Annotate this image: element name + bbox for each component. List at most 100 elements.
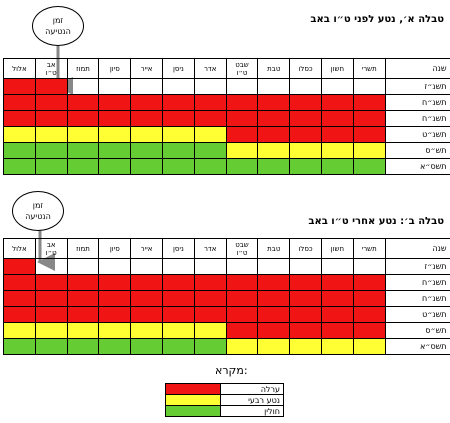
month-cell	[289, 126, 322, 143]
month-cell	[320, 126, 354, 143]
month-cell	[66, 322, 100, 339]
month-cell	[130, 126, 163, 143]
year-label: תשנ״ט	[384, 126, 450, 143]
month-cell	[130, 94, 163, 111]
month-cell	[225, 322, 259, 339]
year-row: תש״ס	[3, 142, 450, 159]
month-cell	[352, 126, 386, 143]
month-cell	[130, 322, 163, 339]
header-cell: שנה	[384, 58, 450, 79]
month-cell	[225, 78, 259, 95]
month-cell	[34, 158, 68, 175]
month-cell	[34, 94, 68, 111]
month-cell	[98, 142, 132, 159]
month-cell	[320, 110, 354, 127]
year-row: תשנ״ז	[3, 258, 450, 275]
table-title: טבלה א׳, נטע לפני ט״ו באב	[310, 14, 444, 25]
header-cell: אב ט״ו	[34, 238, 68, 259]
month-cell	[161, 338, 195, 355]
month-cell	[352, 258, 386, 275]
month-cell	[225, 306, 259, 323]
month-cell	[161, 126, 195, 143]
header-row: שנה תשרי חשון כסלו טבת שבט ט״ו אדר ניסן אייר סיון…	[3, 238, 450, 259]
month-cell	[225, 142, 259, 159]
legend: ערלה נטע רבעי חולין	[165, 383, 284, 417]
month-cell	[257, 78, 291, 95]
header-cell: תמוז	[66, 238, 100, 259]
year-label: תשנ״ח	[384, 290, 450, 307]
legend-label: חולין	[220, 405, 284, 417]
year-row: תש״ס	[3, 322, 450, 339]
month-cell	[352, 306, 386, 323]
month-cell	[98, 258, 132, 275]
month-cell	[352, 274, 386, 291]
month-cell	[320, 306, 354, 323]
header-cell: אדר	[193, 238, 227, 259]
month-cell	[130, 306, 163, 323]
month-cell	[320, 338, 354, 355]
month-cell	[193, 274, 227, 291]
month-cell	[34, 142, 68, 159]
year-row: תשנ״ט	[3, 306, 450, 323]
month-cell	[257, 126, 291, 143]
month-cell	[289, 78, 322, 95]
month-cell	[98, 110, 132, 127]
year-label: תשנ״ח	[384, 274, 450, 291]
header-cell: אייר	[130, 58, 163, 79]
month-cell	[161, 158, 195, 175]
month-cell	[98, 126, 132, 143]
header-cell: אב ט״ו	[34, 58, 68, 79]
year-label: תש״ס	[384, 142, 450, 159]
month-cell	[34, 306, 68, 323]
month-cell	[289, 110, 322, 127]
month-cell	[3, 110, 36, 127]
header-cell: תשרי	[352, 238, 386, 259]
month-cell	[34, 322, 68, 339]
legend-title: מקרא:	[215, 364, 248, 377]
header-cell: שנה	[384, 238, 450, 259]
year-label: תשנ״ח	[384, 110, 450, 127]
month-cell	[352, 322, 386, 339]
month-cell	[34, 110, 68, 127]
month-cell	[34, 126, 68, 143]
month-cell	[130, 258, 163, 275]
year-row: תשנ״ז	[3, 78, 450, 95]
month-cell	[34, 78, 68, 95]
month-cell	[193, 126, 227, 143]
month-cell	[3, 142, 36, 159]
year-row: תשס״א	[3, 158, 450, 175]
month-cell	[225, 158, 259, 175]
month-cell	[3, 338, 36, 355]
month-cell	[161, 142, 195, 159]
month-cell	[289, 94, 322, 111]
header-cell: תשרי	[352, 58, 386, 79]
month-cell	[193, 142, 227, 159]
month-cell	[193, 94, 227, 111]
month-cell	[3, 290, 36, 307]
month-cell	[193, 110, 227, 127]
month-cell	[66, 290, 100, 307]
header-cell: כסלו	[289, 238, 322, 259]
month-cell	[66, 126, 100, 143]
year-row: תשנ״ט	[3, 126, 450, 143]
month-cell	[130, 274, 163, 291]
month-cell	[320, 94, 354, 111]
month-cell	[289, 158, 322, 175]
header-cell: שבט ט״ו	[225, 58, 259, 79]
month-cell	[193, 338, 227, 355]
month-cell	[352, 142, 386, 159]
year-label: תשנ״ח	[384, 94, 450, 111]
month-cell	[34, 258, 68, 275]
year-label: תשנ״ז	[384, 258, 450, 275]
month-cell	[98, 322, 132, 339]
month-cell	[98, 274, 132, 291]
month-cell	[225, 338, 259, 355]
schedule-table: שנה תשרי חשון כסלו טבת שבט ט״ו אדר ניסן אייר סיון…	[3, 58, 450, 175]
month-cell	[161, 110, 195, 127]
month-cell	[289, 258, 322, 275]
header-cell: שבט ט״ו	[225, 238, 259, 259]
header-cell: אלול	[3, 238, 36, 259]
month-cell	[225, 110, 259, 127]
month-cell	[352, 338, 386, 355]
month-cell	[320, 258, 354, 275]
